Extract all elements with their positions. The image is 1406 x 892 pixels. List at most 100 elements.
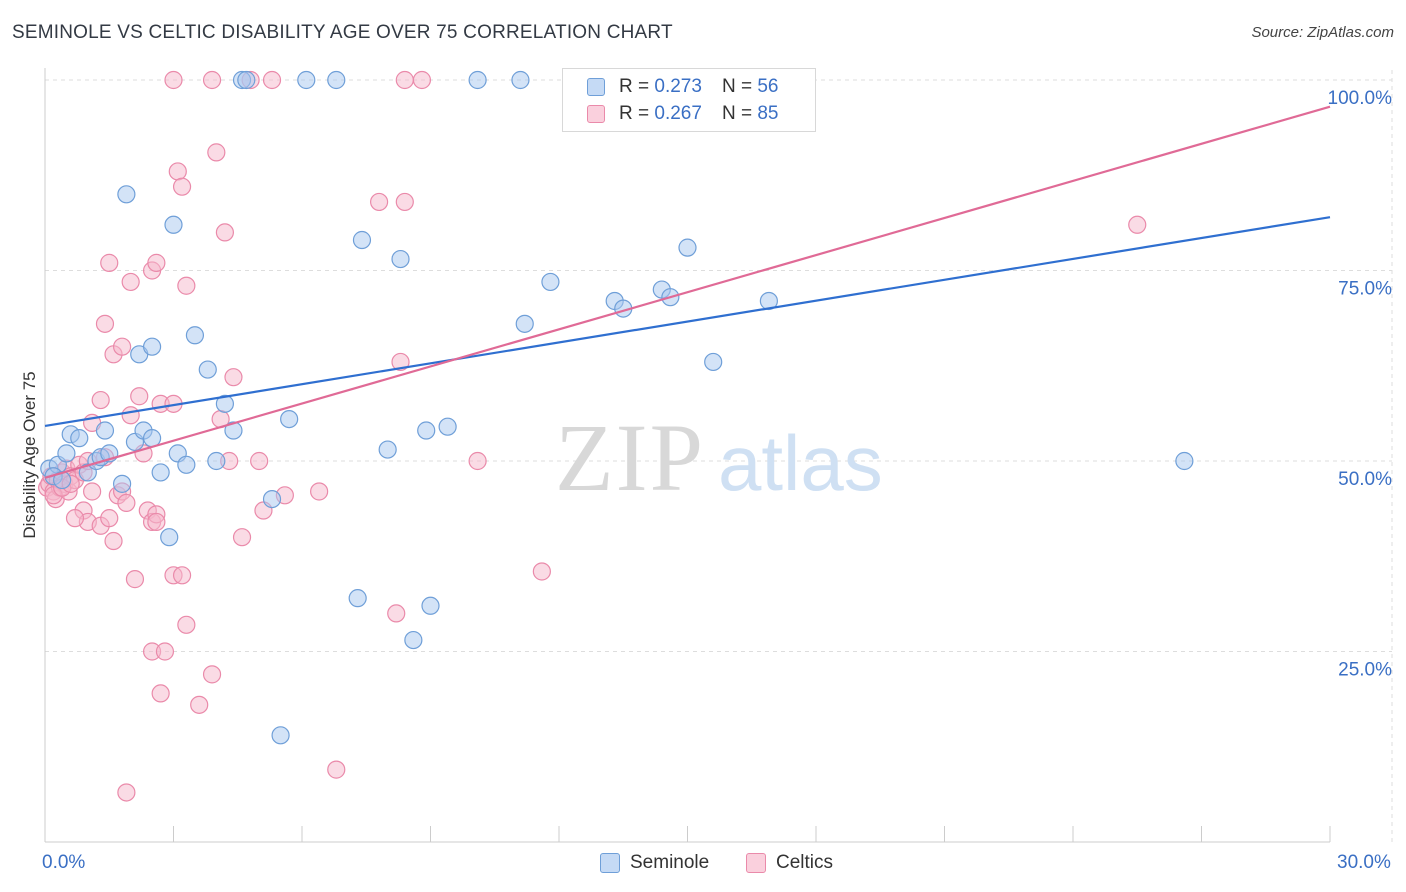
- y-tick-label: 50.0%: [1338, 469, 1392, 490]
- seminole-point: [352, 230, 372, 250]
- seminole-point: [678, 238, 697, 257]
- seminole-point: [511, 70, 530, 90]
- seminole-point: [117, 185, 136, 204]
- seminole-point: [70, 429, 89, 448]
- celtics-point: [121, 406, 140, 425]
- seminole-point: [327, 70, 346, 90]
- seminole-point: [515, 314, 534, 333]
- celtics-point: [250, 451, 269, 471]
- watermark-atlas: atlas: [718, 419, 883, 507]
- seminole-point: [215, 394, 234, 413]
- celtics-point: [117, 493, 136, 513]
- legend-r-label: R =: [619, 76, 650, 97]
- axes: [44, 68, 1331, 843]
- celtics-point: [147, 253, 166, 272]
- celtics-trend-line: [44, 105, 1331, 479]
- legend-label-celtics: Celtics: [776, 852, 834, 873]
- seminole-point: [297, 70, 316, 90]
- celtics-point: [327, 760, 346, 779]
- legend-swatch-celtics: [587, 105, 605, 123]
- chart-title: SEMINOLE VS CELTIC DISABILITY AGE OVER 7…: [12, 22, 673, 43]
- celtics-point: [168, 162, 187, 181]
- celtics-point: [202, 665, 222, 684]
- celtics-point: [370, 192, 389, 212]
- celtics-point: [395, 70, 414, 90]
- y-tick-label: 25.0%: [1338, 660, 1392, 681]
- seminole-point: [177, 455, 196, 474]
- celtics-point: [310, 482, 329, 501]
- y-tick-label: 75.0%: [1338, 279, 1392, 300]
- legend-n-value: 56: [757, 76, 779, 97]
- celtics-point: [172, 566, 192, 585]
- seminole-point: [704, 352, 723, 372]
- legend-label-seminole: Seminole: [630, 852, 710, 873]
- y-tick-labels: 25.0% 50.0% 75.0% 100.0%: [1328, 88, 1393, 681]
- celtics-point: [190, 695, 209, 714]
- celtics-points: [38, 70, 1147, 802]
- celtics-point: [155, 642, 175, 661]
- celtics-point: [95, 314, 115, 333]
- legend-item-celtics: Celtics: [746, 852, 833, 874]
- celtics-point: [172, 177, 192, 196]
- legend-n-label: N =: [721, 103, 753, 124]
- legend-row-celtics: R = 0.267 N = 85: [587, 101, 778, 127]
- celtics-point: [387, 604, 406, 623]
- celtics-point: [177, 615, 196, 634]
- seminole-point: [280, 409, 299, 429]
- celtics-point: [104, 531, 123, 551]
- y-tick-label: 100.0%: [1328, 88, 1393, 109]
- celtics-point: [147, 512, 166, 532]
- seminole-point: [224, 421, 243, 440]
- celtics-point: [468, 451, 487, 471]
- seminole-point: [53, 470, 72, 490]
- seminole-point: [1175, 451, 1194, 471]
- celtics-point: [121, 272, 140, 292]
- seminole-point: [262, 490, 282, 509]
- trend-lines: [44, 105, 1331, 479]
- celtics-point: [112, 337, 132, 356]
- seminole-point: [112, 474, 132, 493]
- seminole-point: [271, 726, 290, 745]
- seminole-point: [164, 215, 183, 234]
- celtics-point: [83, 482, 102, 501]
- celtics-point: [91, 390, 110, 410]
- x-tick-label-max: 30.0%: [1337, 852, 1391, 873]
- seminole-points: [40, 70, 1194, 745]
- celtics-point: [151, 684, 170, 703]
- legend-r-label: R =: [619, 103, 650, 124]
- seminole-point: [421, 596, 440, 615]
- seminole-point: [185, 326, 205, 345]
- seminole-point: [438, 417, 457, 436]
- celtics-point: [224, 368, 243, 387]
- legend-r-value: 0.267: [654, 103, 702, 124]
- legend-item-seminole: Seminole: [600, 852, 709, 874]
- celtics-point: [391, 352, 410, 372]
- source-label: Source: ZipAtlas.com: [1251, 24, 1394, 41]
- watermark-zip: ZIP: [555, 404, 705, 511]
- celtics-point: [125, 570, 145, 589]
- celtics-point: [177, 276, 196, 295]
- legend-row-seminole: R = 0.273 N = 56: [587, 74, 778, 100]
- celtics-point: [1128, 215, 1147, 234]
- seminole-point: [198, 360, 217, 379]
- seminole-point: [142, 337, 162, 356]
- legend-n-label: N =: [721, 76, 753, 97]
- legend-r-value: 0.273: [654, 76, 702, 97]
- seminole-point: [57, 444, 76, 463]
- celtics-point: [202, 70, 222, 90]
- celtics-point: [395, 192, 414, 212]
- seminole-point: [541, 272, 560, 292]
- seminole-trend-line: [44, 216, 1331, 428]
- celtics-point: [232, 528, 252, 547]
- legend-n-value: 85: [757, 103, 779, 124]
- celtics-point: [65, 509, 85, 528]
- celtics-point: [207, 143, 226, 162]
- seminole-point: [237, 70, 256, 90]
- series-legend: Seminole Celtics: [0, 852, 1406, 876]
- celtics-point: [262, 70, 282, 90]
- celtics-point: [130, 387, 149, 406]
- celtics-point: [117, 783, 136, 802]
- seminole-point: [404, 630, 423, 650]
- celtics-point: [100, 253, 119, 272]
